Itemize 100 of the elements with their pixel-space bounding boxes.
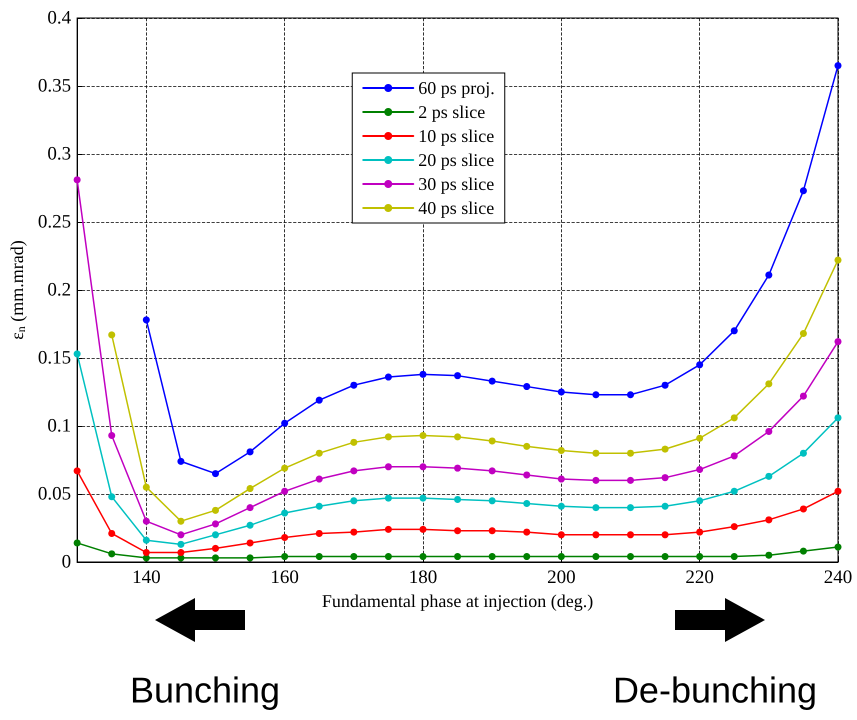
point bbox=[662, 502, 669, 510]
point bbox=[108, 530, 116, 537]
point bbox=[765, 552, 772, 559]
point bbox=[730, 488, 738, 495]
point bbox=[350, 467, 358, 474]
point bbox=[420, 494, 426, 502]
point bbox=[627, 476, 634, 484]
point bbox=[627, 553, 634, 560]
point bbox=[488, 437, 496, 444]
point bbox=[420, 463, 426, 470]
point bbox=[523, 528, 530, 536]
x-tick-label: 160 bbox=[270, 567, 299, 588]
point bbox=[558, 446, 565, 454]
point bbox=[800, 450, 807, 457]
point bbox=[212, 554, 219, 562]
point bbox=[834, 414, 842, 422]
point bbox=[592, 531, 600, 538]
point bbox=[765, 428, 772, 435]
point bbox=[420, 526, 426, 533]
point bbox=[730, 553, 738, 560]
point bbox=[281, 510, 288, 517]
legend-label: 2 ps slice bbox=[418, 102, 486, 122]
point bbox=[800, 505, 807, 512]
point bbox=[281, 464, 288, 472]
point bbox=[384, 494, 392, 502]
point bbox=[246, 448, 254, 456]
y-tick-label: 0.05 bbox=[38, 484, 72, 504]
point bbox=[592, 504, 600, 512]
point bbox=[488, 553, 496, 560]
point bbox=[142, 316, 150, 324]
point bbox=[177, 548, 184, 556]
point bbox=[142, 536, 150, 544]
point bbox=[800, 548, 807, 555]
point bbox=[834, 256, 842, 264]
point bbox=[662, 474, 669, 482]
point bbox=[800, 330, 807, 338]
point bbox=[696, 466, 704, 474]
point bbox=[281, 488, 288, 495]
point bbox=[627, 450, 634, 457]
point bbox=[350, 438, 358, 446]
point bbox=[384, 374, 392, 381]
point bbox=[662, 382, 669, 389]
point bbox=[730, 523, 738, 530]
point bbox=[800, 392, 807, 400]
x-tick-label: 220 bbox=[685, 567, 714, 588]
point bbox=[454, 464, 462, 472]
point bbox=[662, 553, 669, 560]
point bbox=[696, 528, 704, 536]
point bbox=[384, 526, 392, 533]
point bbox=[350, 497, 358, 504]
point bbox=[384, 463, 392, 470]
point bbox=[454, 553, 462, 560]
point bbox=[281, 534, 288, 542]
point bbox=[558, 531, 565, 538]
y-tick-label: 0 bbox=[62, 552, 72, 572]
point bbox=[350, 528, 358, 536]
point bbox=[246, 485, 254, 492]
point bbox=[765, 472, 772, 480]
point bbox=[108, 550, 116, 558]
legend-label: 30 ps slice bbox=[418, 174, 494, 194]
x-axis-title: Fundamental phase at injection (deg.) bbox=[322, 590, 594, 611]
point bbox=[592, 450, 600, 457]
point bbox=[730, 327, 738, 334]
point bbox=[212, 470, 219, 478]
point bbox=[696, 361, 704, 368]
point bbox=[454, 372, 462, 380]
point bbox=[765, 272, 772, 279]
point bbox=[177, 518, 184, 525]
point bbox=[627, 504, 634, 512]
point bbox=[74, 176, 81, 184]
point bbox=[730, 414, 738, 422]
legend-label: 10 ps slice bbox=[418, 126, 494, 146]
point bbox=[488, 378, 496, 385]
x-tick-label: 140 bbox=[132, 567, 161, 588]
point bbox=[108, 331, 116, 338]
point bbox=[74, 467, 81, 474]
y-tick-label: 0.15 bbox=[38, 348, 72, 368]
point bbox=[316, 502, 323, 510]
point bbox=[420, 553, 426, 560]
point bbox=[384, 553, 392, 560]
y-tick-label: 0.25 bbox=[38, 212, 72, 232]
point bbox=[142, 484, 150, 491]
point bbox=[834, 488, 842, 495]
point bbox=[765, 380, 772, 388]
y-tick-label: 0.3 bbox=[47, 144, 72, 164]
point bbox=[558, 553, 565, 560]
point bbox=[281, 553, 288, 560]
point bbox=[488, 467, 496, 474]
point bbox=[212, 531, 219, 538]
point bbox=[488, 497, 496, 504]
point bbox=[800, 187, 807, 194]
point bbox=[281, 420, 288, 427]
point bbox=[316, 476, 323, 483]
point bbox=[420, 370, 426, 378]
point bbox=[74, 539, 81, 546]
point bbox=[627, 531, 634, 538]
legend-label: 20 ps slice bbox=[418, 150, 494, 170]
point bbox=[177, 540, 184, 548]
point bbox=[834, 62, 842, 70]
point bbox=[142, 518, 150, 525]
